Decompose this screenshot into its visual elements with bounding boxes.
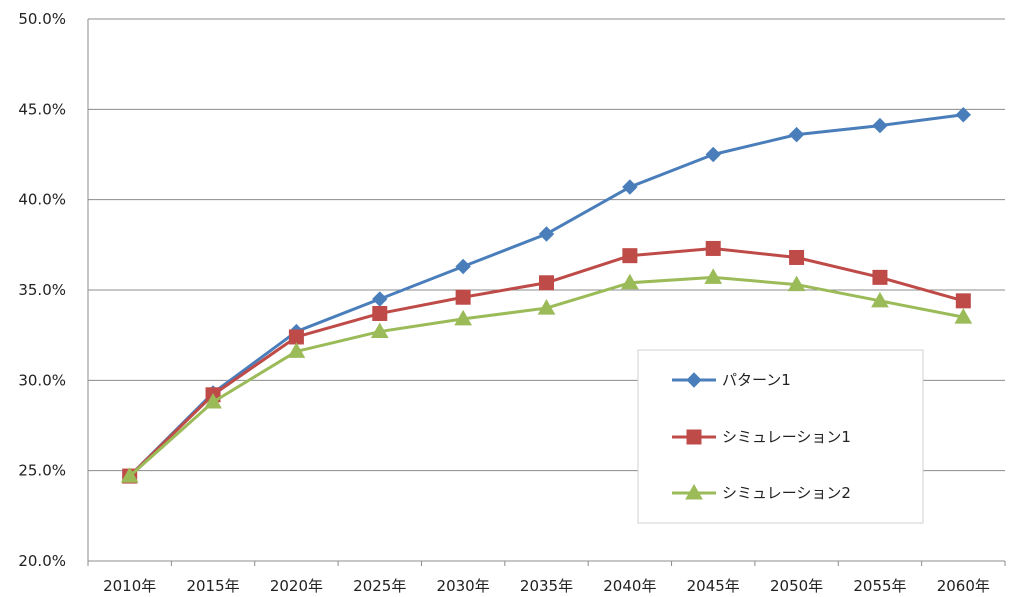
x-axis-tick-labels: 2010年 2015年 2020年 2025年 2030年 2035年 2040年 2045年… — [103, 577, 990, 595]
data-point — [288, 329, 304, 345]
x-tick-label: 2025年 — [353, 577, 406, 595]
data-point — [872, 117, 888, 134]
data-point — [872, 269, 888, 285]
y-tick-label: 20.0% — [18, 552, 66, 570]
x-tick-label: 2020年 — [270, 577, 323, 595]
data-point — [705, 146, 721, 163]
data-point — [788, 126, 805, 143]
y-tick-label: 25.0% — [18, 462, 66, 480]
legend-label: シミュレーション2 — [722, 484, 851, 502]
data-point — [955, 107, 972, 123]
data-point — [789, 249, 805, 265]
y-axis-tick-labels: 20.0% 25.0% 30.0% 35.0% 40.0% 45.0% 50.0% — [18, 10, 66, 570]
data-point — [955, 293, 971, 309]
data-point — [287, 342, 306, 358]
data-point — [455, 289, 471, 305]
data-point — [954, 308, 973, 324]
y-tick-label: 30.0% — [18, 371, 66, 389]
legend-label: パターン1 — [722, 371, 791, 389]
x-tick-label: 2040年 — [603, 577, 656, 595]
x-tick-label: 2050年 — [770, 577, 823, 595]
data-point — [454, 309, 472, 326]
data-point — [120, 467, 139, 483]
data-point — [537, 299, 556, 315]
data-point — [372, 291, 388, 307]
data-point — [538, 226, 555, 242]
legend-marker — [686, 429, 702, 445]
y-tick-label: 40.0% — [18, 191, 66, 209]
data-point — [455, 258, 471, 275]
series-3 — [120, 268, 973, 483]
axes — [87, 19, 1006, 566]
legend-marker — [685, 483, 703, 500]
data-point — [622, 179, 638, 195]
x-tick-label: 2060年 — [937, 577, 990, 595]
data-point — [204, 393, 222, 409]
x-tick-label: 2015年 — [186, 577, 239, 595]
y-tick-label: 45.0% — [18, 100, 66, 118]
legend-marker — [686, 372, 702, 388]
data-point — [705, 240, 721, 256]
data-point — [621, 273, 639, 290]
legend: パターン1 シミュレーション1 シミュレーション2 — [637, 349, 924, 524]
x-tick-label: 2010年 — [103, 577, 156, 595]
y-tick-label: 35.0% — [18, 281, 66, 299]
data-point — [622, 248, 638, 264]
x-tick-label: 2045年 — [687, 577, 740, 595]
data-point — [787, 275, 806, 292]
data-point — [539, 275, 554, 291]
legend-label: シミュレーション1 — [722, 428, 851, 446]
data-point — [704, 268, 723, 284]
series-2 — [122, 240, 971, 484]
x-tick-label: 2055年 — [853, 577, 906, 595]
y-tick-label: 50.0% — [18, 10, 66, 28]
x-tick-label: 2030年 — [437, 577, 490, 595]
series-group — [120, 107, 973, 484]
data-point — [871, 291, 889, 308]
data-point — [372, 305, 388, 321]
data-point — [370, 322, 389, 339]
x-tick-label: 2035年 — [520, 577, 573, 595]
